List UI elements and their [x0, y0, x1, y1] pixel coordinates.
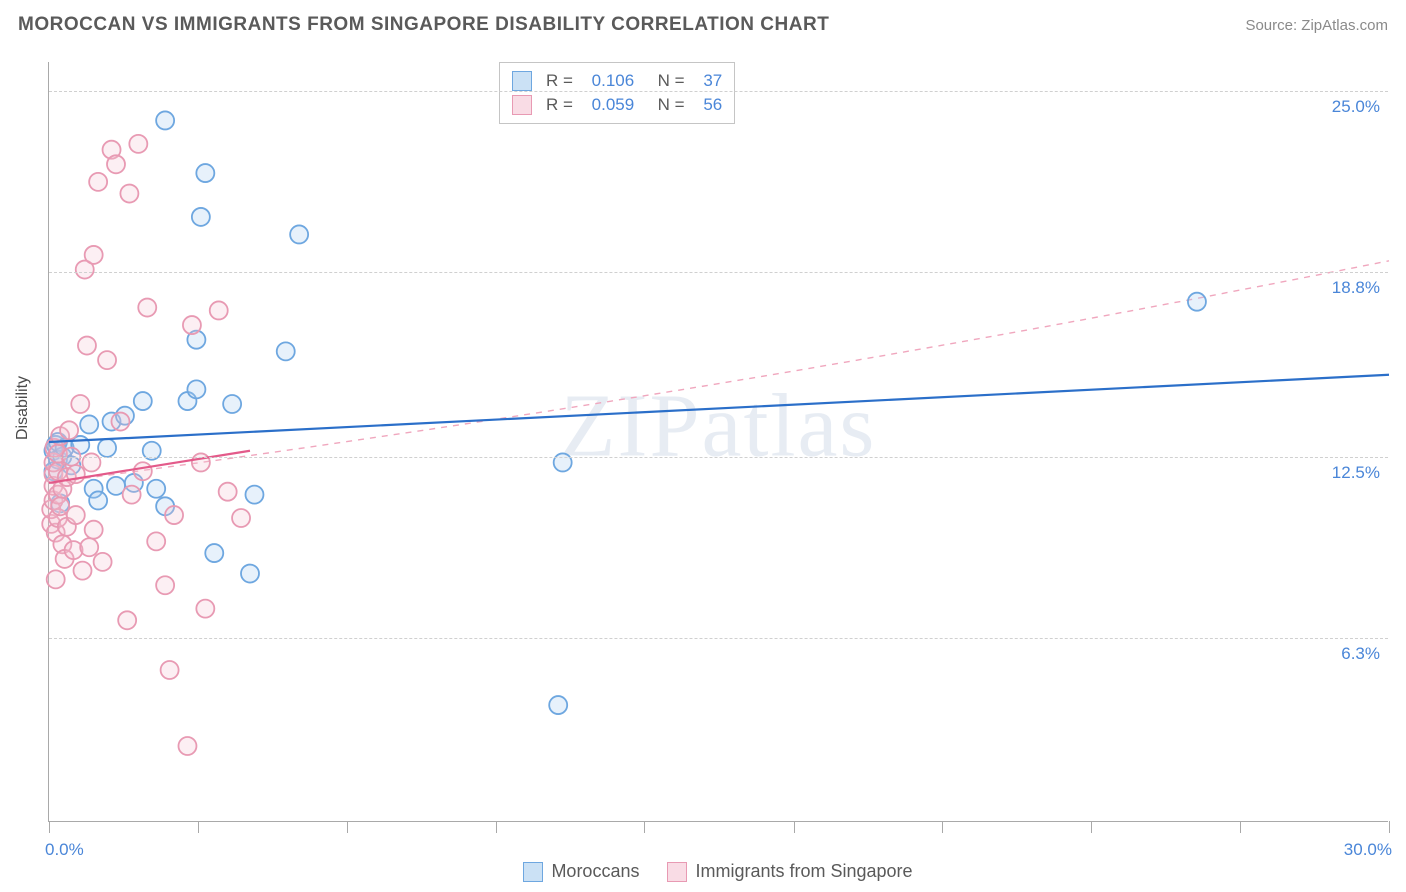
- legend-row: R = 0.059 N = 56: [512, 93, 722, 117]
- data-point: [107, 155, 125, 173]
- data-point: [60, 421, 78, 439]
- correlation-legend: R = 0.106 N = 37R = 0.059 N = 56: [499, 62, 735, 124]
- series-legend-item: Immigrants from Singapore: [667, 861, 912, 882]
- data-point: [223, 395, 241, 413]
- series-legend: Moroccans Immigrants from Singapore: [48, 861, 1388, 882]
- legend-n-value: 37: [703, 71, 722, 91]
- legend-r-label: R =: [546, 95, 578, 115]
- data-point: [78, 337, 96, 355]
- legend-swatch: [512, 71, 532, 91]
- chart-title: MOROCCAN VS IMMIGRANTS FROM SINGAPORE DI…: [18, 14, 829, 36]
- data-point: [161, 661, 179, 679]
- data-point: [118, 611, 136, 629]
- x-tick: [496, 821, 497, 833]
- data-point: [67, 506, 85, 524]
- legend-swatch: [512, 95, 532, 115]
- legend-n-value: 56: [703, 95, 722, 115]
- x-tick-label: 30.0%: [1344, 840, 1392, 860]
- y-tick-label: 25.0%: [1332, 97, 1380, 117]
- y-axis-label: Disability: [14, 376, 32, 440]
- data-point: [98, 351, 116, 369]
- data-point: [120, 185, 138, 203]
- data-point: [47, 570, 65, 588]
- gridline: [49, 91, 1388, 92]
- gridline: [49, 638, 1388, 639]
- plot-area: ZIPatlas R = 0.106 N = 37R = 0.059 N = 5…: [48, 62, 1388, 822]
- data-point: [219, 483, 237, 501]
- data-point: [89, 491, 107, 509]
- data-point: [290, 225, 308, 243]
- legend-r-value: 0.106: [592, 71, 635, 91]
- data-point: [241, 565, 259, 583]
- data-point: [196, 600, 214, 618]
- x-tick: [198, 821, 199, 833]
- data-point: [147, 480, 165, 498]
- legend-n-label: N =: [648, 95, 689, 115]
- data-point: [111, 413, 129, 431]
- legend-row: R = 0.106 N = 37: [512, 69, 722, 93]
- data-point: [178, 737, 196, 755]
- gridline: [49, 457, 1388, 458]
- legend-r-label: R =: [546, 71, 578, 91]
- data-point: [245, 486, 263, 504]
- data-point: [123, 486, 141, 504]
- data-point: [138, 299, 156, 317]
- x-tick: [644, 821, 645, 833]
- data-point: [1188, 293, 1206, 311]
- x-tick: [1389, 821, 1390, 833]
- data-point: [156, 111, 174, 129]
- data-point: [89, 173, 107, 191]
- data-point: [210, 301, 228, 319]
- data-point: [147, 532, 165, 550]
- data-point: [232, 509, 250, 527]
- x-tick: [49, 821, 50, 833]
- y-tick-label: 12.5%: [1332, 463, 1380, 483]
- series-legend-label: Moroccans: [551, 861, 639, 882]
- x-tick: [794, 821, 795, 833]
- data-point: [196, 164, 214, 182]
- data-point: [85, 246, 103, 264]
- data-point: [134, 462, 152, 480]
- series-legend-item: Moroccans: [523, 861, 639, 882]
- legend-n-label: N =: [648, 71, 689, 91]
- data-point: [80, 415, 98, 433]
- gridline: [49, 272, 1388, 273]
- data-point: [94, 553, 112, 571]
- y-tick-label: 18.8%: [1332, 278, 1380, 298]
- data-point: [98, 439, 116, 457]
- legend-r-value: 0.059: [592, 95, 635, 115]
- data-point: [183, 316, 201, 334]
- data-point: [156, 576, 174, 594]
- data-point: [134, 392, 152, 410]
- data-point: [85, 521, 103, 539]
- legend-swatch: [523, 862, 543, 882]
- x-tick: [942, 821, 943, 833]
- x-tick: [347, 821, 348, 833]
- x-tick-label: 0.0%: [45, 840, 84, 860]
- data-point: [549, 696, 567, 714]
- x-tick: [1091, 821, 1092, 833]
- data-point: [80, 538, 98, 556]
- data-point: [74, 562, 92, 580]
- series-legend-label: Immigrants from Singapore: [695, 861, 912, 882]
- trend-line: [49, 375, 1389, 442]
- data-point: [71, 395, 89, 413]
- scatter-svg: [49, 62, 1388, 821]
- y-tick-label: 6.3%: [1341, 644, 1380, 664]
- data-point: [165, 506, 183, 524]
- data-point: [192, 208, 210, 226]
- data-point: [205, 544, 223, 562]
- data-point: [277, 342, 295, 360]
- chart-header: MOROCCAN VS IMMIGRANTS FROM SINGAPORE DI…: [0, 0, 1406, 46]
- data-point: [129, 135, 147, 153]
- data-point: [187, 380, 205, 398]
- chart-source: Source: ZipAtlas.com: [1245, 17, 1388, 34]
- legend-swatch: [667, 862, 687, 882]
- x-tick: [1240, 821, 1241, 833]
